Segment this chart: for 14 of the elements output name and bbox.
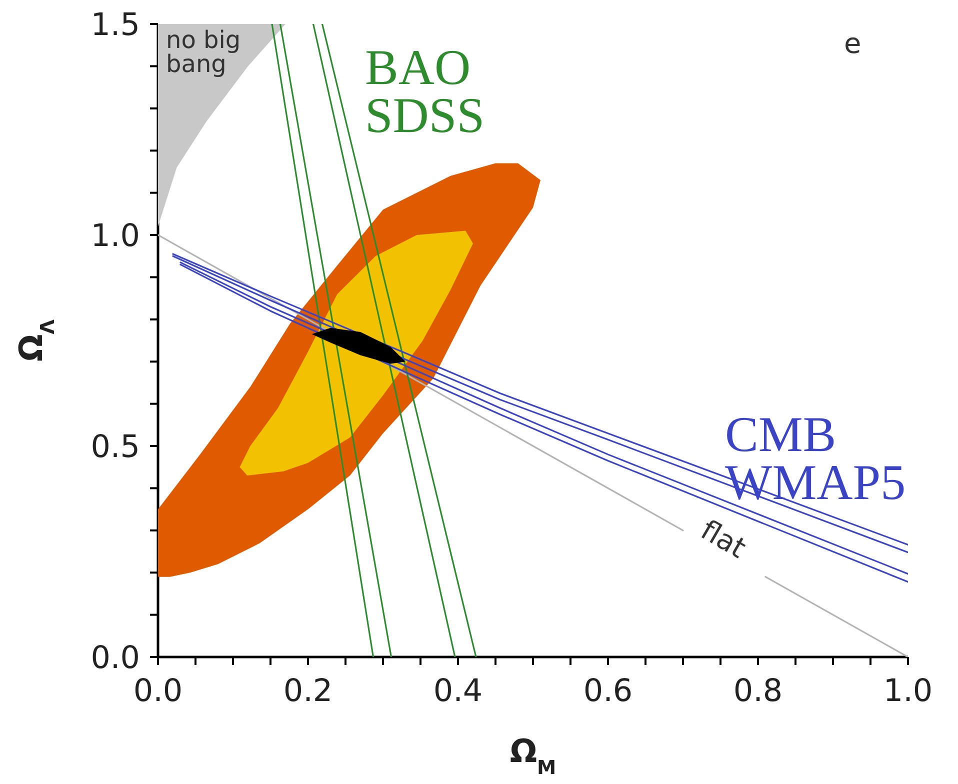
series-label: BAO SDSS: [365, 39, 485, 143]
x-axis-title: Ω$_{M}$: [510, 732, 556, 778]
x-tick-label: 1.0: [883, 673, 933, 710]
y-tick-label: 1.0: [90, 218, 140, 254]
y-tick-label: 0.5: [90, 429, 140, 466]
x-tick-label: 0.2: [283, 673, 333, 710]
x-tick-label: 0.6: [583, 673, 633, 710]
annotation: flat: [695, 513, 752, 567]
x-tick-label: 0.8: [733, 673, 783, 710]
y-tick-label: 1.5: [90, 7, 140, 44]
annotation: no big bang: [166, 26, 242, 78]
series-label: CMB WMAP5: [725, 406, 906, 510]
annotation: e: [844, 27, 862, 60]
x-tick-label: 0.4: [433, 673, 483, 710]
